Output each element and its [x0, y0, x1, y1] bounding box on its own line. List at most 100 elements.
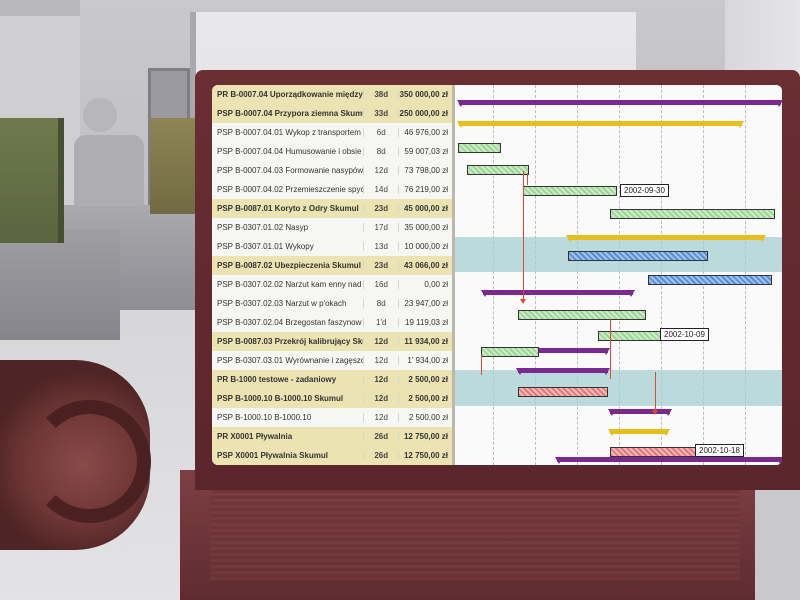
summary-bar[interactable]	[516, 368, 610, 375]
task-name-cell: PSP B-0007.04.03 Formowanie nasypów	[217, 166, 364, 175]
table-row[interactable]: PSP B-0307.02.04 Brzegostan faszynow 1'd 1…	[212, 313, 452, 333]
task-name-cell: PSP B-0087.01 Koryto z Odry Skumul	[217, 204, 359, 213]
dependency-link	[610, 319, 611, 379]
table-row[interactable]: PSP X0001 Pływalnia Skumul 26d 12 750,00 z…	[212, 446, 452, 465]
task-bar[interactable]	[523, 186, 617, 196]
duration-cell: 12d	[363, 166, 398, 175]
cost-cell: 2 500,00 zł	[398, 375, 452, 384]
dependency-link	[523, 171, 524, 301]
cost-cell: 45 000,00 zł	[398, 204, 452, 213]
duration-cell: 17d	[363, 223, 398, 232]
table-gantt-divider[interactable]	[452, 85, 455, 465]
task-name-cell: PSP B-0307.02.04 Brzegostan faszynow	[217, 318, 362, 327]
summary-bar[interactable]	[608, 429, 670, 436]
cost-cell: 23 947,00 zł	[398, 299, 452, 308]
table-row[interactable]: PSP B-0307.01.02 Nasyp 17d 35 000,00 zł	[212, 218, 452, 238]
table-row[interactable]: PSP B-1000.10 B-1000.10 12d 2 500,00 zł	[212, 408, 452, 428]
cost-cell: 0,00 zł	[398, 280, 452, 289]
task-bar[interactable]	[518, 310, 646, 320]
cost-cell: 11 934,00 zł	[398, 337, 452, 346]
duration-cell: 26d	[363, 451, 398, 460]
task-bar[interactable]	[610, 209, 775, 219]
task-bar[interactable]	[648, 275, 772, 285]
table-row[interactable]: PSP B-0087.02 Ubezpieczenia Skumul 23d 43 …	[212, 256, 452, 276]
summary-bar[interactable]	[555, 457, 782, 464]
duration-cell: 6d	[363, 128, 398, 137]
dependency-link	[655, 372, 656, 412]
milestone-label: 2002-09-30	[620, 184, 669, 197]
table-row[interactable]: PSP B-0307.02.03 Narzut w p'okach 8d 23 94…	[212, 294, 452, 314]
gantt-gridline	[619, 85, 620, 465]
table-row[interactable]: PSP B-0087.01 Koryto z Odry Skumul 23d 45 …	[212, 199, 452, 219]
duration-cell: 23d	[363, 261, 398, 270]
left-monitor	[0, 118, 64, 243]
duration-cell: 12d	[363, 356, 398, 365]
cost-cell: 10 000,00 zł	[398, 242, 452, 251]
task-table: PR B-0007.04 Uporządkowanie międzywala38…	[212, 85, 452, 465]
summary-bar[interactable]	[457, 121, 744, 128]
cost-cell: 73 798,00 zł	[398, 166, 452, 175]
task-name-cell: PSP B-0307.03.01 Wyrównanie i zagęszc	[217, 356, 364, 365]
table-row[interactable]: PSP B-0007.04.04 Humusowanie i obsie 8d 59…	[212, 142, 452, 162]
duration-cell: 13d	[363, 242, 398, 251]
task-bar[interactable]	[467, 165, 529, 175]
table-row[interactable]: PSP B-0087.03 Przekrój kalibrujący Skum 1…	[212, 332, 452, 352]
table-row[interactable]: PR X0001 Pływalnia 26d 12 750,00 zł	[212, 427, 452, 447]
duration-cell: 12d	[363, 337, 398, 346]
task-name-cell: PSP B-0307.02.03 Narzut w p'okach	[217, 299, 347, 308]
dependency-link	[481, 355, 482, 375]
cost-cell: 350 000,00 zł	[398, 90, 452, 99]
task-bar[interactable]	[518, 387, 608, 397]
table-row[interactable]: PR B-1000 testowe - zadaniowy 12d 2 500,00…	[212, 370, 452, 390]
task-name-cell: PSP B-0007.04.01 Wykop z transportem	[217, 128, 361, 137]
gantt-gridline	[535, 85, 536, 465]
left-desk	[0, 230, 120, 340]
dependency-arrow-icon	[652, 410, 658, 415]
table-row[interactable]: PSP B-0007.04.01 Wykop z transportem 6d 46…	[212, 123, 452, 143]
summary-bar[interactable]	[457, 100, 782, 107]
gantt-gridline	[493, 85, 494, 465]
task-name-cell: PR B-1000 testowe - zadaniowy	[217, 375, 337, 384]
cost-cell: 2 500,00 zł	[398, 413, 452, 422]
task-name-cell: PSP B-1000.10 B-1000.10	[217, 413, 312, 422]
task-name-cell: PSP B-0307.01.02 Nasyp	[217, 223, 309, 232]
task-bar[interactable]	[458, 143, 501, 153]
floor-corner	[755, 490, 800, 600]
task-name-cell: PSP B-0087.03 Przekrój kalibrujący Skum	[217, 337, 364, 346]
duration-cell: 8d	[363, 147, 398, 156]
duration-cell: 1'd	[363, 318, 398, 327]
milestone-label: 2002-10-18	[695, 444, 744, 457]
summary-bar[interactable]	[566, 235, 766, 242]
table-row[interactable]: PSP B-1000.10 B-1000.10 Skumul 12d 2 500,0…	[212, 389, 452, 409]
cost-cell: 43 066,00 zł	[398, 261, 452, 270]
task-bar[interactable]	[610, 447, 702, 457]
table-row[interactable]: PR B-0007.04 Uporządkowanie międzywala38…	[212, 85, 452, 105]
table-row[interactable]: PSP B-0007.04 Przypora ziemna Skumul 33d 2…	[212, 104, 452, 124]
task-name-cell: PSP B-1000.10 B-1000.10 Skumul	[217, 394, 344, 403]
task-bar[interactable]	[481, 347, 539, 357]
task-name-cell: PSP X0001 Pływalnia Skumul	[217, 451, 329, 460]
table-row[interactable]: PSP B-0007.04.03 Formowanie nasypów 12d 73…	[212, 161, 452, 181]
summary-bar[interactable]	[608, 409, 672, 416]
task-name-cell: PSP B-0307.01.01 Wykopy	[217, 242, 314, 251]
summary-bar[interactable]	[481, 290, 635, 297]
cost-cell: 2 500,00 zł	[398, 394, 452, 403]
task-bar[interactable]	[568, 251, 708, 261]
task-bar[interactable]	[598, 331, 666, 341]
cost-cell: 76 219,00 zł	[398, 185, 452, 194]
background-monitor	[150, 118, 202, 214]
table-row[interactable]: PSP B-0307.02.02 Narzut kam enny nad 16d 0…	[212, 275, 452, 295]
task-name-cell: PSP B-0307.02.02 Narzut kam enny nad	[217, 280, 362, 289]
duration-cell: 8d	[363, 299, 398, 308]
table-row[interactable]: PSP B-0007.04.02 Przemieszczenie spyc 14d…	[212, 180, 452, 200]
task-name-cell: PSP B-0007.04.04 Humusowanie i obsie	[217, 147, 362, 156]
cost-cell: 1' 934,00 zł	[398, 356, 452, 365]
table-row[interactable]: PSP B-0307.03.01 Wyrównanie i zagęszc 12d…	[212, 351, 452, 371]
duration-cell: 26d	[363, 432, 398, 441]
duration-cell: 14d	[363, 185, 398, 194]
cost-cell: 12 750,00 zł	[398, 432, 452, 441]
duration-cell: 16d	[363, 280, 398, 289]
table-row[interactable]: PSP B-0307.01.01 Wykopy 13d 10 000,00 zł	[212, 237, 452, 257]
milestone-label: 2002-10-09	[660, 328, 709, 341]
task-name-cell: PR X0001 Pływalnia	[217, 432, 293, 441]
